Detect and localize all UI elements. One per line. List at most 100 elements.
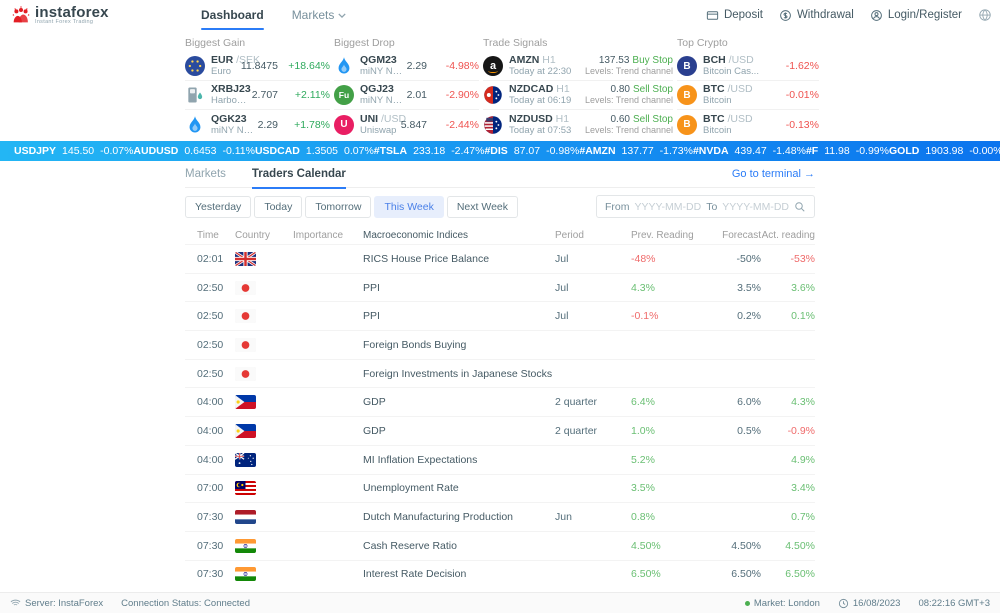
column-header: Period bbox=[555, 229, 584, 241]
card-tab-traders-calendar[interactable]: Traders Calendar bbox=[251, 161, 346, 189]
flag-in-icon bbox=[235, 567, 256, 582]
event-time: 07:30 bbox=[197, 511, 224, 524]
event-time: 04:00 bbox=[197, 396, 224, 409]
filter-chip-yesterday[interactable]: Yesterday bbox=[185, 195, 252, 218]
withdrawal-button[interactable]: Withdrawal bbox=[779, 9, 854, 22]
calendar-row[interactable]: 02:50 PPI Jul 4.3% 3.5% 3.6% bbox=[185, 272, 815, 302]
event-time: 04:00 bbox=[197, 424, 224, 437]
calendar-row[interactable]: 04:00 GDP 2 quarter 1.0% 0.5% -0.9% bbox=[185, 416, 815, 445]
widget-list-item[interactable]: NZDUSD H1 Today at 07:53 0.60 Sell Stop Leve… bbox=[483, 110, 673, 139]
actual-reading: 3.4% bbox=[791, 482, 815, 495]
event-name: Dutch Manufacturing Production bbox=[363, 511, 513, 524]
calendar-row[interactable]: 02:50 PPI Jul -0.1% 0.2% 0.1% bbox=[185, 301, 815, 330]
ticker-item[interactable]: #DIS 87.07 -0.98% bbox=[484, 145, 580, 157]
instrument-change: -2.44% bbox=[445, 118, 479, 131]
ticker-item[interactable]: #AMZN 137.77 -1.73% bbox=[579, 145, 693, 157]
calendar-row[interactable]: 02:50 Foreign Investments in Japanese Sto… bbox=[185, 358, 815, 388]
instrument-change: +1.78% bbox=[294, 118, 330, 131]
ticker-item[interactable]: #NVDA 439.47 -1.48% bbox=[692, 145, 806, 157]
widget-list-item[interactable]: EUR /SEK Euro 11.8475 +18.64% bbox=[185, 52, 330, 81]
calendar-row[interactable]: 07:30 Interest Rate Decision 6.50% 6.50% 6.5… bbox=[185, 559, 815, 589]
date-range-filter[interactable]: From YYYY-MM-DD To YYYY-MM-DD bbox=[596, 195, 815, 218]
instrument-change: -1.62% bbox=[785, 60, 819, 72]
btc-icon: B bbox=[677, 85, 703, 105]
filter-chip-next-week[interactable]: Next Week bbox=[446, 195, 519, 218]
login-register-button[interactable]: Login/Register bbox=[870, 9, 962, 22]
go-to-terminal-link[interactable]: Go to terminal → bbox=[731, 168, 815, 180]
footer-date: 16/08/2023 bbox=[838, 598, 900, 609]
ticker-item[interactable]: #F 11.98 -0.99% bbox=[805, 145, 889, 157]
event-name: Unemployment Rate bbox=[363, 482, 459, 495]
signal-levels: Levels: Trend channel bbox=[584, 124, 673, 135]
event-name: Foreign Investments in Japanese Stocks bbox=[363, 367, 553, 380]
widget-list-item[interactable]: U UNI /USD Uniswap 5.847 -2.44% bbox=[334, 110, 479, 139]
filter-chip-tomorrow[interactable]: Tomorrow bbox=[305, 195, 372, 218]
signal-price: 0.80 Sell Stop bbox=[610, 84, 674, 95]
main-nav: Dashboard Markets bbox=[201, 0, 347, 30]
card-tabs: Markets Traders Calendar Go to terminal → bbox=[185, 161, 815, 189]
flag-jp-icon bbox=[235, 366, 256, 381]
prev-reading: -0.1% bbox=[631, 310, 659, 323]
event-name: MI Inflation Expectations bbox=[363, 453, 478, 466]
instrument-change: -2.90% bbox=[445, 89, 479, 101]
column-header: Importance bbox=[293, 229, 344, 241]
market-open-dot-icon bbox=[744, 600, 750, 606]
globe-icon[interactable] bbox=[978, 8, 992, 22]
ticker-item[interactable]: USDJPY 145.50 -0.07% bbox=[14, 145, 134, 157]
flag-ph-icon bbox=[235, 423, 256, 438]
event-time: 07:30 bbox=[197, 568, 224, 581]
instrument-change: -4.98% bbox=[445, 60, 479, 72]
pump-icon bbox=[185, 85, 211, 105]
forecast: 6.50% bbox=[731, 568, 761, 581]
date-from-input[interactable]: YYYY-MM-DD bbox=[634, 200, 702, 213]
widget-list-item[interactable]: NZDCAD H1 Today at 06:19 0.80 Sell Stop Leve… bbox=[483, 81, 673, 110]
date-to-input[interactable]: YYYY-MM-DD bbox=[722, 200, 789, 213]
instrument-price: 5.847 bbox=[400, 118, 427, 131]
event-time: 07:00 bbox=[197, 482, 224, 495]
ticker-item[interactable]: GOLD 1903.98 -0.00% bbox=[889, 145, 1000, 157]
widget-list-item[interactable]: B BCH /USD Bitcoin Cas... -1.62% bbox=[677, 52, 819, 81]
action-label: Withdrawal bbox=[796, 9, 854, 21]
event-time: 02:50 bbox=[197, 281, 224, 294]
ticker-item[interactable]: #TSLA 233.18 -2.47% bbox=[373, 145, 485, 157]
brand-logo[interactable]: instaforex Instant Forex Trading bbox=[10, 4, 185, 26]
signal-action: Sell Stop bbox=[632, 113, 673, 125]
forecast: 6.0% bbox=[737, 396, 761, 409]
connection-status: Connection Status: Connected bbox=[121, 597, 251, 609]
action-label: Login/Register bbox=[887, 9, 962, 21]
actual-reading: 4.50% bbox=[785, 539, 815, 552]
calendar-row[interactable]: 04:00 GDP 2 quarter 6.4% 6.0% 4.3% bbox=[185, 387, 815, 416]
card-tab-markets[interactable]: Markets bbox=[185, 168, 226, 180]
widget-list-item[interactable]: B BTC /USD Bitcoin -0.13% bbox=[677, 110, 819, 139]
ticker-item[interactable]: USDCAD 1.3505 0.07% bbox=[254, 145, 374, 157]
nav-tab-markets[interactable]: Markets bbox=[292, 0, 347, 30]
prev-reading: -48% bbox=[631, 252, 656, 265]
calendar-row[interactable]: 02:50 Foreign Bonds Buying bbox=[185, 330, 815, 359]
fu-icon: Fu bbox=[334, 85, 360, 105]
calendar-row[interactable]: 07:00 Unemployment Rate 3.5% 3.4% bbox=[185, 473, 815, 503]
flag-jp-icon bbox=[235, 280, 256, 295]
widget-list-item[interactable]: a AMZN H1 Today at 22:30 137.53 Buy Stop Leve… bbox=[483, 52, 673, 81]
instrument-change: -0.13% bbox=[785, 118, 819, 131]
widget-list-item[interactable]: B BTC /USD Bitcoin -0.01% bbox=[677, 81, 819, 110]
nav-tab-dashboard[interactable]: Dashboard bbox=[201, 0, 264, 30]
calendar-row[interactable]: 07:30 Cash Reserve Ratio 4.50% 4.50% 4.50% bbox=[185, 530, 815, 560]
eur-icon bbox=[185, 56, 211, 76]
calendar-row[interactable]: 02:01 RICS House Price Balance Jul -48% -50%… bbox=[185, 244, 815, 273]
actual-reading: 0.7% bbox=[791, 511, 815, 524]
flame-icon bbox=[185, 115, 211, 135]
filter-chip-this-week[interactable]: This Week bbox=[374, 195, 444, 218]
search-icon[interactable] bbox=[794, 201, 806, 213]
ticker-item[interactable]: AUDUSD 0.6453 -0.11% bbox=[133, 145, 255, 157]
filter-chip-today[interactable]: Today bbox=[254, 195, 303, 218]
deposit-button[interactable]: Deposit bbox=[706, 9, 763, 22]
calendar-row[interactable]: 07:30 Dutch Manufacturing Production Jun 0.… bbox=[185, 502, 815, 531]
calendar-row[interactable]: 04:00 MI Inflation Expectations 5.2% 4.9% bbox=[185, 444, 815, 474]
instrument-price: 2.01 bbox=[406, 89, 427, 101]
instrument-price: 2.29 bbox=[406, 60, 427, 72]
instrument-change: +18.64% bbox=[288, 60, 330, 72]
